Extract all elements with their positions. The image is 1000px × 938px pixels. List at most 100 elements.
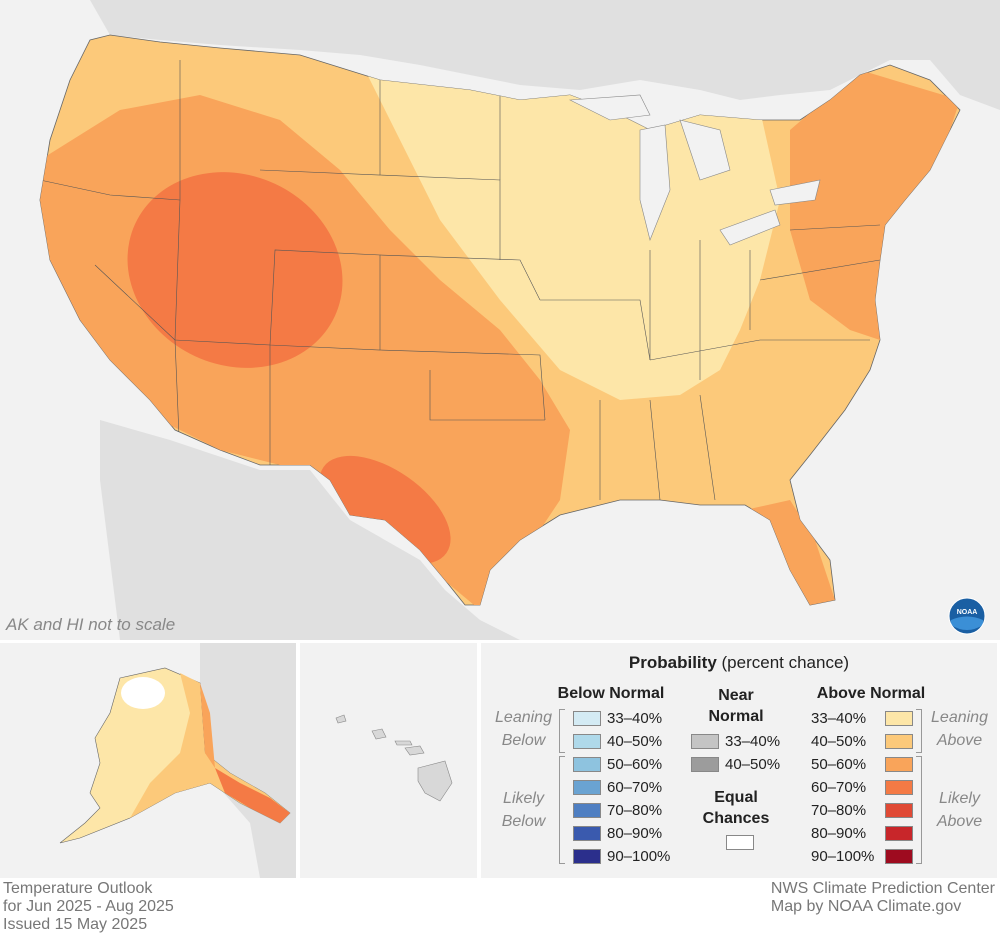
below-row-1: 40–50%	[573, 733, 662, 750]
likely-above-line2: Above	[936, 813, 983, 830]
above-label-5: 80–90%	[811, 825, 867, 842]
credit-cpc: NWS Climate Prediction Center	[770, 880, 995, 897]
bracket-likely-above	[916, 756, 922, 864]
above-swatch-4	[885, 803, 913, 818]
zone-above-60-70-great-basin	[127, 172, 343, 368]
near-label-0: 33–40%	[725, 733, 781, 750]
leaning-below-label: Leaning Below	[486, 706, 561, 752]
equal-chances-row	[726, 835, 754, 850]
likely-above-line1: Likely	[939, 790, 980, 807]
above-row-1: 40–50%	[811, 733, 913, 750]
above-row-4: 70–80%	[811, 802, 913, 819]
below-row-5: 80–90%	[573, 825, 662, 842]
above-label-3: 60–70%	[811, 779, 867, 796]
zone-above-33-40	[360, 60, 780, 400]
likely-below-label: Likely Below	[486, 787, 561, 833]
alaska-above-50-60	[200, 683, 215, 768]
below-normal-heading: Below Normal	[557, 685, 665, 702]
legend-title-bold: Probability	[628, 653, 717, 672]
below-swatch-5	[573, 826, 601, 841]
outlook-period: for Jun 2025 - Aug 2025	[3, 898, 174, 915]
near-row-0: 33–40%	[691, 733, 780, 750]
above-swatch-3	[885, 780, 913, 795]
above-row-2: 50–60%	[811, 756, 913, 773]
above-row-5: 80–90%	[811, 825, 913, 842]
equal-chances-line1: Equal	[714, 789, 758, 806]
below-row-6: 90–100%	[573, 848, 670, 865]
bracket-leaning-below	[559, 709, 565, 753]
below-row-0: 33–40%	[573, 710, 662, 727]
canada-land	[0, 0, 1000, 110]
leaning-above-label: Leaning Above	[922, 706, 997, 752]
conus-map-graphic	[0, 0, 1000, 640]
bracket-likely-below	[559, 756, 565, 864]
above-label-6: 90–100%	[811, 848, 875, 865]
above-swatch-2	[885, 757, 913, 772]
above-label-0: 33–40%	[811, 710, 867, 727]
near-label-1: 40–50%	[725, 756, 781, 773]
above-swatch-0	[885, 711, 913, 726]
equal-chances-line2: Chances	[702, 810, 770, 827]
alaska-map	[59, 643, 296, 878]
outlook-info: Temperature Outlook for Jun 2025 - Aug 2…	[3, 880, 174, 934]
near-row-1: 40–50%	[691, 756, 780, 773]
legend: Probability (percent chance) Below Norma…	[481, 643, 997, 878]
bracket-leaning-above	[916, 709, 922, 753]
below-label-6: 90–100%	[607, 848, 671, 865]
above-swatch-6	[885, 849, 913, 864]
outlook-issued: Issued 15 May 2025	[3, 916, 148, 933]
noaa-logo-text: NOAA	[957, 609, 978, 616]
near-normal-heading: Near Normal	[696, 685, 776, 727]
scale-note: AK and HI not to scale	[6, 615, 176, 634]
above-row-6: 90–100%	[811, 848, 913, 865]
alaska-equal-chances	[121, 677, 165, 709]
near-swatch-1	[691, 757, 719, 772]
state-borders	[40, 60, 881, 501]
noaa-logo: NOAA	[948, 597, 986, 635]
below-swatch-1	[573, 734, 601, 749]
near-normal-heading-line1: Near	[718, 687, 754, 704]
above-swatch-5	[885, 826, 913, 841]
below-swatch-4	[573, 803, 601, 818]
likely-above-label: Likely Above	[922, 787, 997, 833]
alaska-inset	[0, 643, 296, 878]
credit-climate-gov: Map by NOAA Climate.gov	[770, 898, 962, 915]
leaning-below-line1: Leaning	[495, 709, 552, 726]
above-normal-heading: Above Normal	[816, 685, 926, 702]
below-label-2: 50–60%	[607, 756, 663, 773]
equal-chances-swatch	[726, 835, 754, 850]
leaning-above-line2: Above	[936, 732, 983, 749]
leaning-above-line1: Leaning	[931, 709, 988, 726]
below-row-3: 60–70%	[573, 779, 662, 796]
zone-above-60-70-west-texas	[319, 455, 451, 565]
hawaii-inset	[300, 643, 477, 878]
near-swatch-0	[691, 734, 719, 749]
below-label-0: 33–40%	[607, 710, 663, 727]
below-label-1: 40–50%	[607, 733, 663, 750]
hawaii-islands	[335, 714, 453, 802]
legend-title-rest: (percent chance)	[716, 653, 850, 672]
below-swatch-0	[573, 711, 601, 726]
mexico-land	[100, 420, 520, 640]
below-swatch-2	[573, 757, 601, 772]
hawaii-map	[335, 714, 453, 802]
legend-title: Probability (percent chance)	[481, 653, 997, 673]
below-swatch-6	[573, 849, 601, 864]
below-label-3: 60–70%	[607, 779, 663, 796]
likely-below-line1: Likely	[503, 790, 544, 807]
likely-below-line2: Below	[501, 813, 546, 830]
leaning-below-line2: Below	[501, 732, 546, 749]
alaska-panhandle-60-70	[215, 768, 290, 823]
outlook-title: Temperature Outlook	[3, 880, 153, 897]
below-label-4: 70–80%	[607, 802, 663, 819]
below-label-5: 80–90%	[607, 825, 663, 842]
below-row-2: 50–60%	[573, 756, 662, 773]
above-label-1: 40–50%	[811, 733, 867, 750]
above-row-0: 33–40%	[811, 710, 913, 727]
above-row-3: 60–70%	[811, 779, 913, 796]
below-row-4: 70–80%	[573, 802, 662, 819]
above-label-2: 50–60%	[811, 756, 867, 773]
zone-above-50-60-northeast	[790, 70, 960, 340]
above-label-4: 70–80%	[811, 802, 867, 819]
equal-chances-heading: Equal Chances	[696, 787, 776, 829]
